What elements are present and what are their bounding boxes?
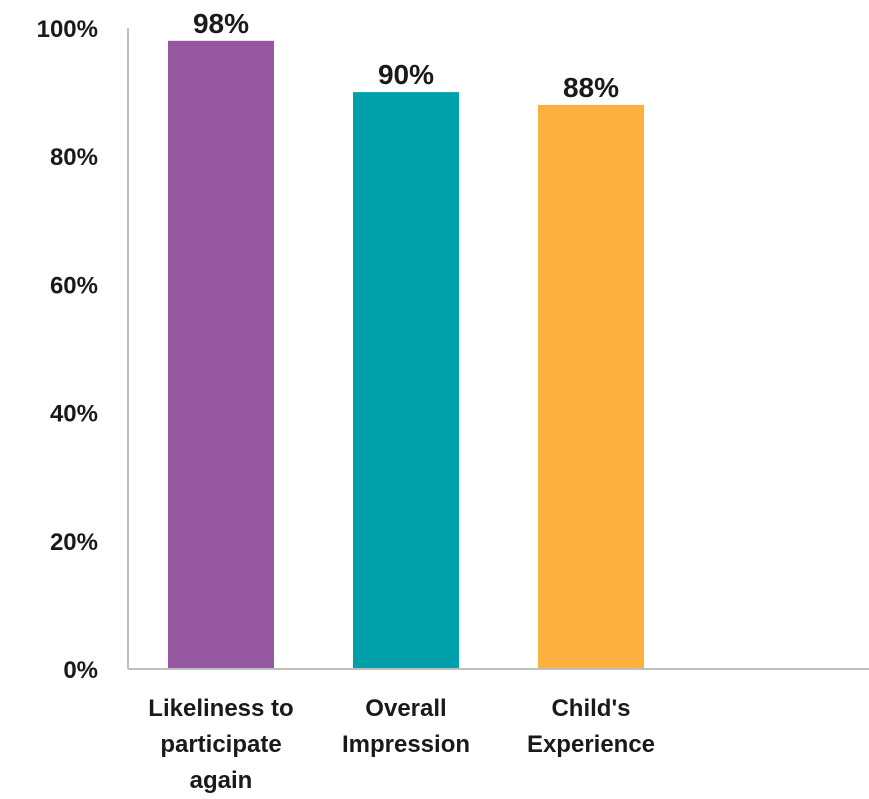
y-tick-label: 20% xyxy=(50,529,98,556)
y-tick-label: 60% xyxy=(50,272,98,299)
y-tick-label: 100% xyxy=(37,16,98,43)
y-tick-label: 40% xyxy=(50,401,98,428)
bar-data-label: 98% xyxy=(193,8,249,39)
data-labels: 98% 90% 88% xyxy=(193,8,619,103)
y-tick-label: 80% xyxy=(50,144,98,171)
y-tick-label: 0% xyxy=(63,657,98,684)
bars xyxy=(168,40,644,670)
bar xyxy=(538,104,644,670)
bar-data-label: 88% xyxy=(563,72,619,103)
y-axis-ticks: 0% 20% 40% 60% 80% 100% xyxy=(37,16,98,684)
x-category-label: Overall Impression xyxy=(342,695,470,758)
x-axis-labels: Likeliness to participate again Overall Impr… xyxy=(148,695,655,794)
bar xyxy=(353,92,459,670)
bar-data-label: 90% xyxy=(378,59,434,90)
x-category-label: Likeliness to participate again xyxy=(148,695,293,794)
x-category-label: Child's Experience xyxy=(527,695,655,758)
bar xyxy=(168,40,274,669)
